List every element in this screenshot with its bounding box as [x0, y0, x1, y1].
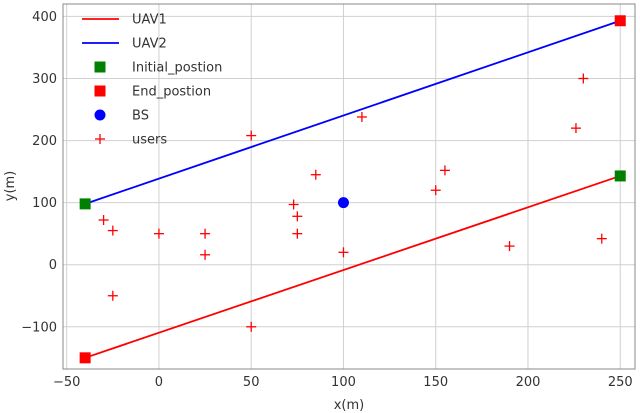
- series-users-point: [246, 130, 257, 141]
- x-axis-label: x(m): [334, 398, 365, 413]
- series-users-point: [430, 185, 441, 196]
- legend: UAV1 UAV2 Initial_postion End_postion BS user…: [82, 13, 222, 148]
- series-initial-postion-point: [614, 170, 626, 182]
- legend-label-initial-postion: Initial_postion: [132, 61, 222, 76]
- x-tick-label: 0: [155, 375, 163, 390]
- y-tick-label: 300: [32, 72, 57, 87]
- legend-label-users: users: [132, 133, 167, 148]
- series-users-point: [246, 321, 257, 332]
- y-tick-label: 100: [32, 196, 57, 211]
- series-users-point: [200, 228, 211, 239]
- legend-entry: users: [95, 133, 167, 148]
- legend-label-uav2: UAV2: [132, 37, 167, 52]
- legend-swatch-bs: [94, 109, 106, 121]
- y-tick-label: 0: [49, 258, 57, 273]
- series-users-point: [570, 123, 581, 134]
- x-tick-label: 50: [243, 375, 260, 390]
- series-users-point: [504, 241, 515, 252]
- x-tick-label: 100: [331, 375, 356, 390]
- x-tick-label: −50: [53, 375, 80, 390]
- legend-entry: UAV2: [82, 37, 167, 52]
- series-uav1-line: [84, 175, 621, 359]
- y-tick-label: 400: [32, 10, 57, 25]
- series-users-point: [288, 199, 299, 210]
- legend-entry: BS: [94, 109, 149, 124]
- x-tick-label: 250: [608, 375, 633, 390]
- y-axis-label: y(m): [3, 171, 18, 202]
- series-users-point: [292, 228, 303, 239]
- series-users-point: [292, 211, 303, 222]
- series-end-postion-point: [79, 352, 91, 364]
- x-tick-label: 150: [423, 375, 448, 390]
- series-initial-postion-point: [79, 198, 91, 210]
- series-users-point: [310, 169, 321, 180]
- series-users-point: [98, 215, 109, 226]
- legend-entry: Initial_postion: [94, 61, 222, 76]
- legend-label-end-postion: End_postion: [132, 85, 211, 100]
- legend-label-bs: BS: [132, 109, 149, 124]
- series-users-point: [338, 247, 349, 258]
- legend-swatch-users: [95, 134, 105, 144]
- series-end-postion-point: [614, 15, 626, 27]
- legend-entry: UAV1: [82, 13, 167, 28]
- x-tick-label: 200: [516, 375, 541, 390]
- y-tick-label: 200: [32, 134, 57, 149]
- grid: [63, 4, 635, 369]
- legend-label-uav1: UAV1: [132, 13, 167, 28]
- series-users-point: [153, 228, 164, 239]
- tick-labels: −50 0 50 100 150 200 250 −100 0 100 200 300 400: [21, 10, 632, 390]
- series-users-point: [356, 111, 367, 122]
- series-users-point: [596, 233, 607, 244]
- legend-swatch-end-postion: [94, 85, 106, 97]
- series-users-point: [200, 249, 211, 260]
- legend-entry: End_postion: [94, 85, 211, 100]
- plot-area-frame: [62, 3, 636, 370]
- y-tick-label: −100: [21, 320, 57, 335]
- series-users-point: [578, 73, 589, 84]
- series-bs-point: [337, 197, 349, 209]
- legend-swatch-initial-postion: [94, 61, 106, 73]
- series-users-point: [439, 165, 450, 176]
- series-users-point: [107, 290, 118, 301]
- series-uav2-line: [84, 19, 621, 205]
- series-layer: [79, 15, 626, 364]
- series-users-point: [107, 225, 118, 236]
